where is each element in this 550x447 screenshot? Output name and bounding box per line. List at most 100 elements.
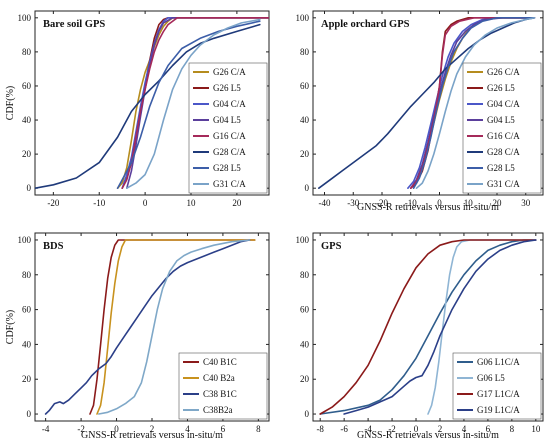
legend-entry: G26 C/A	[487, 67, 520, 77]
y-tick-label: 100	[296, 235, 310, 245]
legend-entry: C38 B1C	[203, 389, 237, 399]
y-tick-label: 60	[300, 305, 310, 315]
legend-box	[452, 352, 542, 420]
legend-entry: G28 C/A	[213, 147, 246, 157]
y-tick-label: 60	[300, 81, 310, 91]
panel-title: GPS	[321, 241, 342, 252]
legend-box	[178, 352, 268, 420]
x-tick-label: -2	[388, 424, 396, 434]
legend-entry: C40 B2a	[203, 373, 235, 383]
chart-panel-1: -20 -10 0 10 20 0 20 40 60 80 100 Bare soil GPS CDF(…	[5, 10, 270, 208]
series-line-g04-c-a	[121, 17, 269, 189]
x-tick-label: 2	[438, 424, 443, 434]
x-tick-label: -10	[405, 198, 417, 208]
x-tick-label: -8	[316, 424, 324, 434]
x-tick-label: 10	[464, 198, 474, 208]
legend: C40 B1C C40 B2a C38 B1C C38B2a	[178, 352, 268, 420]
x-tick-label: -4	[364, 424, 372, 434]
x-tick-label: -10	[93, 198, 105, 208]
y-tick-label: 40	[22, 339, 32, 349]
y-tick-label: 80	[22, 270, 32, 280]
x-tick-label: -6	[340, 424, 348, 434]
y-axis-label: CDF(%)	[5, 86, 16, 120]
series-line-g06-l5	[427, 239, 537, 415]
legend-box	[462, 62, 542, 194]
series-line-c38b2a	[98, 239, 251, 415]
legend-entry: G26 L5	[487, 83, 515, 93]
x-tick-label: 10	[531, 424, 541, 434]
y-tick-label: 20	[22, 149, 32, 159]
legend-entry: G26 L5	[213, 83, 241, 93]
y-tick-label: 100	[18, 13, 32, 23]
x-tick-label: -40	[319, 198, 331, 208]
series-line-g17-l1c-a	[319, 239, 537, 415]
y-tick-label: 80	[300, 270, 310, 280]
x-tick-label: -20	[376, 198, 388, 208]
x-tick-label: 6	[486, 424, 491, 434]
legend-entry: G28 L5	[213, 163, 241, 173]
y-axis-label: CDF(%)	[5, 310, 16, 344]
series-line-g06-l1c-a	[319, 239, 537, 415]
x-axis-label: GNSS-R retrievals versus in-situ/m	[357, 430, 499, 441]
legend: G06 L1C/A G06 L5 G17 L1C/A G19 L1C/A	[452, 352, 542, 420]
legend-entry: G31 C/A	[487, 179, 520, 189]
legend-entry: C38B2a	[203, 405, 233, 415]
x-tick-label: 6	[221, 424, 226, 434]
series-line-g31-c-a	[126, 18, 261, 189]
series-line-g19-l1c-a	[343, 239, 537, 415]
legend-entry: G26 C/A	[213, 67, 246, 77]
series-line-c38-b1c	[44, 239, 251, 415]
series-line-g31-c-a	[415, 17, 536, 189]
y-tick-label: 80	[22, 47, 32, 57]
panel-title: Bare soil GPS	[43, 19, 105, 30]
x-axis-label: GNSS-R retrievals versus in-situ/m	[357, 202, 499, 213]
legend: G26 C/A G26 L5 G04 C/A G04 L5 G16 C/A G28 C/A…	[188, 62, 268, 194]
series-line-g28-c-a	[318, 17, 536, 189]
x-tick-label: 0	[114, 424, 119, 434]
legend-entry: G16 C/A	[487, 131, 520, 141]
x-tick-label: 0	[414, 424, 419, 434]
x-tick-label: 0	[437, 198, 442, 208]
legend-entry: G28 L5	[487, 163, 515, 173]
series-line-g26-c-a	[116, 17, 269, 189]
x-tick-label: 20	[232, 198, 242, 208]
y-tick-label: 0	[27, 409, 32, 419]
x-tick-label: 20	[493, 198, 503, 208]
x-tick-label: 30	[521, 198, 531, 208]
x-tick-label: 0	[143, 198, 148, 208]
x-tick-label: -2	[77, 424, 85, 434]
x-axis-label: GNSS-R retrievals versus in-situ/m	[81, 430, 223, 441]
y-tick-label: 40	[300, 115, 310, 125]
series-line-g28-c-a	[35, 23, 261, 189]
panel-title: BDS	[43, 241, 64, 252]
x-tick-label: 2	[150, 424, 155, 434]
legend-entry: G06 L1C/A	[477, 357, 520, 367]
y-tick-label: 0	[305, 409, 310, 419]
series-line-c40-b1c	[89, 239, 256, 415]
x-tick-label: 8	[256, 424, 261, 434]
x-tick-label: 4	[462, 424, 467, 434]
y-tick-label: 20	[300, 149, 310, 159]
x-tick-label: -20	[47, 198, 59, 208]
y-tick-label: 80	[300, 47, 310, 57]
legend-entry: G17 L1C/A	[477, 389, 520, 399]
series-line-c40-b2a	[96, 239, 256, 415]
legend-entry: G04 C/A	[213, 99, 246, 109]
legend-entry: G04 L5	[213, 115, 241, 125]
y-tick-label: 60	[22, 305, 32, 315]
y-tick-label: 0	[27, 183, 32, 193]
x-tick-label: 8	[510, 424, 515, 434]
panel-title: Apple orchard GPS	[321, 19, 410, 30]
chart-panel-2: -40 -30 -20 -10 0 10 20 30 0 20 40 60 80 100 Apple orc…	[296, 10, 544, 213]
x-tick-label: 10	[187, 198, 197, 208]
x-tick-label: 4	[185, 424, 190, 434]
y-tick-label: 20	[22, 374, 32, 384]
plot-frame	[34, 10, 270, 196]
legend-entry: G28 C/A	[487, 147, 520, 157]
legend-entry: G31 C/A	[213, 179, 246, 189]
y-tick-label: 0	[305, 183, 310, 193]
legend-entry: G19 L1C/A	[477, 405, 520, 415]
legend: G26 C/A G26 L5 G04 C/A G04 L5 G16 C/A G28 C/A…	[462, 62, 542, 194]
